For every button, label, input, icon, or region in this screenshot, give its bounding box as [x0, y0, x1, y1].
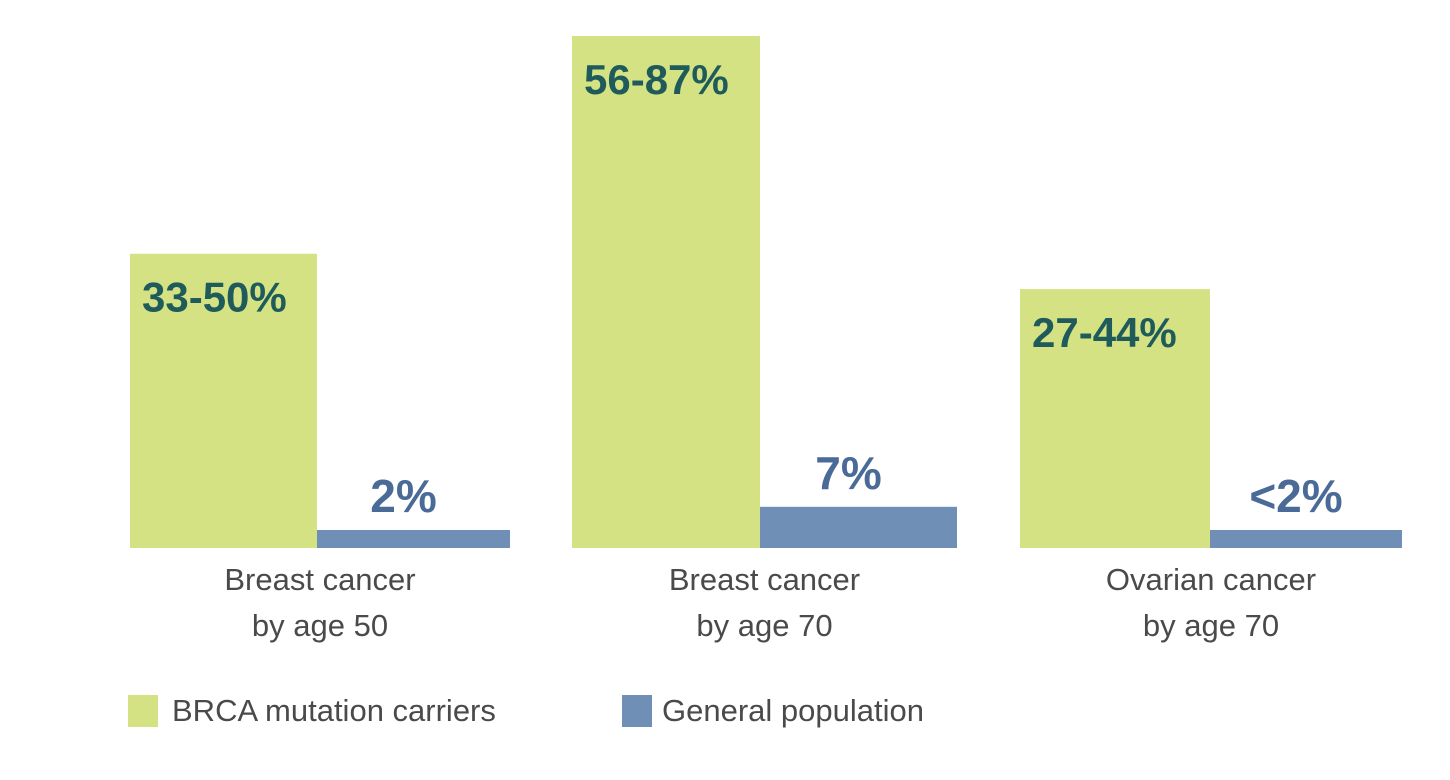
bar-general-1: [317, 530, 510, 548]
bar-general-2: [760, 506, 957, 548]
legend-label-general: General population: [662, 693, 924, 728]
bar-label-brca-1: 33-50%: [142, 274, 287, 321]
bar-label-brca-2: 56-87%: [584, 56, 729, 103]
bar-label-brca-3: 27-44%: [1032, 309, 1177, 356]
legend-swatch-general: [622, 695, 652, 727]
legend-label-brca: BRCA mutation carriers: [172, 693, 496, 728]
category-label-1-line-1: Breast cancer: [224, 562, 415, 597]
category-label-2-line-2: by age 70: [696, 608, 832, 643]
bar-brca-2: [572, 36, 760, 548]
bar-label-general-3: <2%: [1249, 470, 1342, 522]
bar-label-general-2: 7%: [815, 447, 881, 499]
category-label-3-line-2: by age 70: [1143, 608, 1279, 643]
bar-general-3: [1210, 530, 1402, 548]
category-label-2-line-1: Breast cancer: [669, 562, 860, 597]
category-label-3-line-1: Ovarian cancer: [1106, 562, 1316, 597]
bar-brca-1: [130, 253, 317, 548]
legend-swatch-brca: [128, 695, 158, 727]
bar-brca-3: [1020, 289, 1210, 548]
bar-label-general-1: 2%: [370, 470, 436, 522]
category-label-1-line-2: by age 50: [252, 608, 388, 643]
